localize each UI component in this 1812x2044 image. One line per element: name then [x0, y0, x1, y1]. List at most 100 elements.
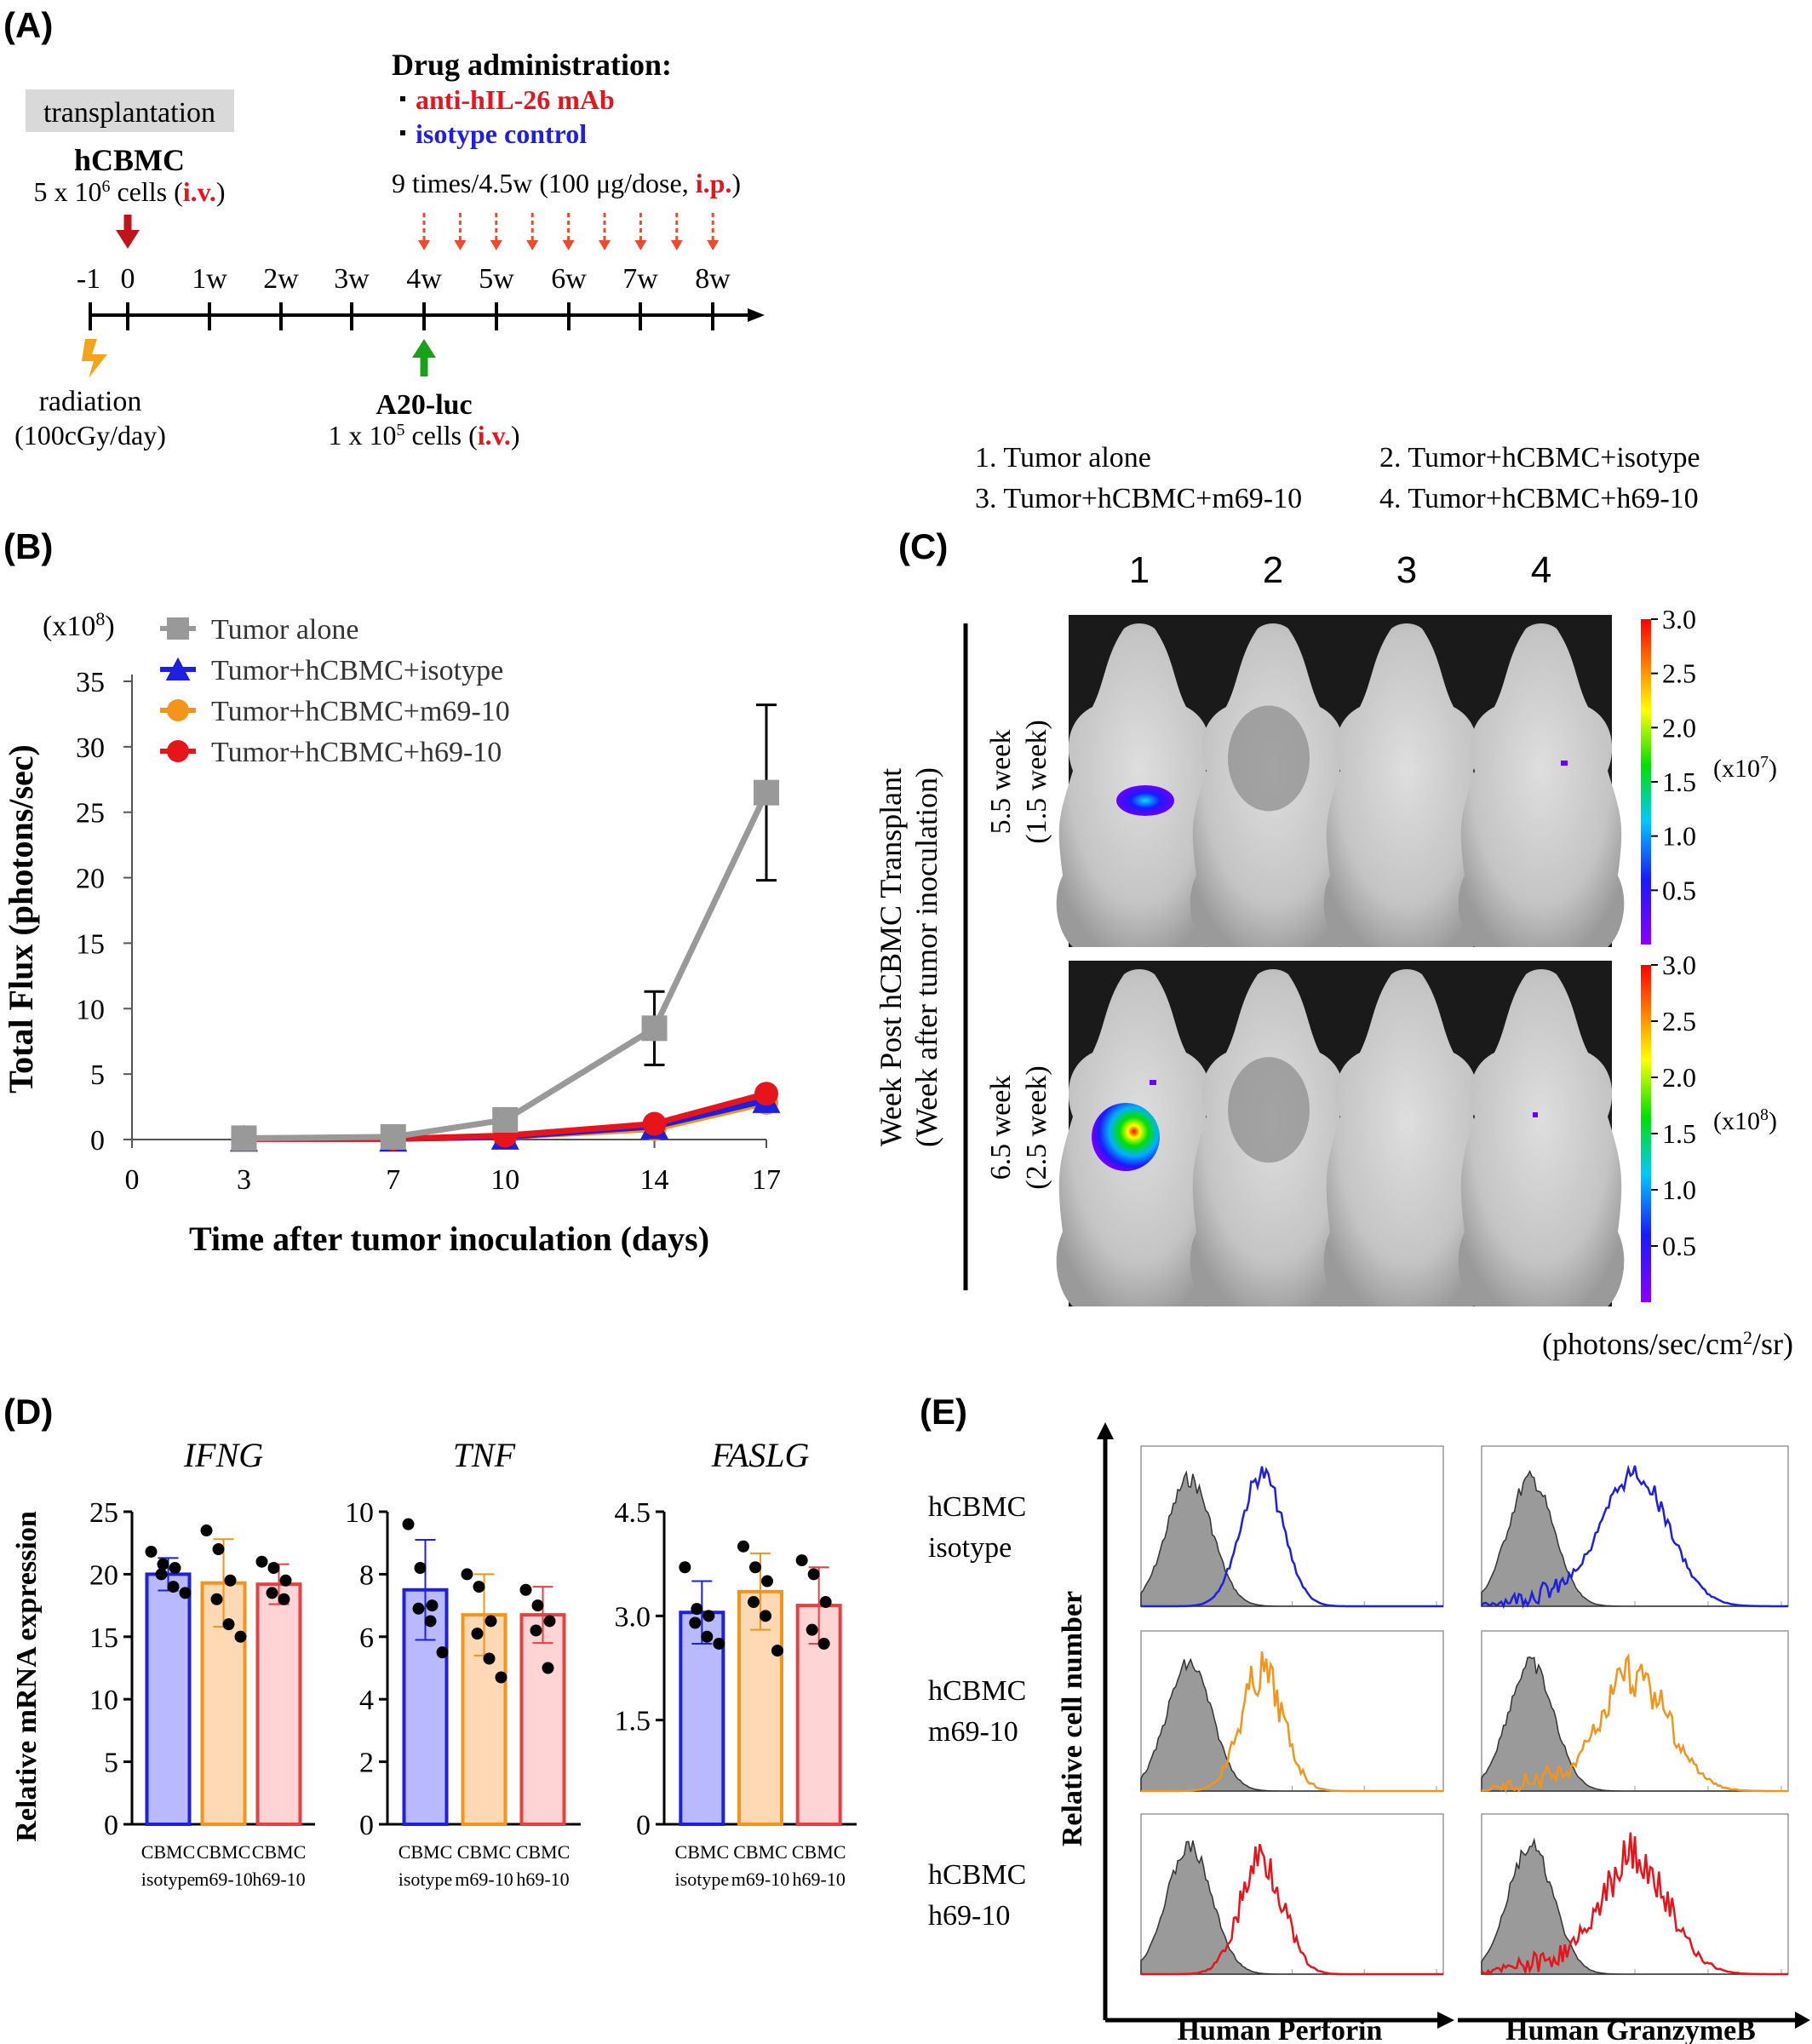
scale-tick-label: 2.5 — [1662, 658, 1696, 689]
d-y-tick-label: 10 — [345, 1497, 374, 1529]
d-chart-title: IFNG — [183, 1436, 263, 1474]
histogram-sample — [1481, 1832, 1789, 1976]
scale-tick-label: 3.0 — [1662, 604, 1696, 634]
timeline-label: -1 — [77, 263, 100, 295]
a20-arrow — [412, 339, 436, 376]
d-category-label: h69-10 — [793, 1869, 846, 1890]
d-category-label: CBMC — [457, 1841, 512, 1863]
scale-tick-label: 2.0 — [1662, 1062, 1696, 1093]
d-category-label: CBMC — [516, 1841, 571, 1863]
d-data-point — [748, 1596, 760, 1609]
d-y-tick-label: 10 — [89, 1685, 118, 1716]
line-chart-b: 0 5 10 15 20 25 30 35 0 3 7 10 14 17 Time after tumor … — [2, 614, 781, 1258]
hcbmc-arrow — [116, 215, 140, 249]
d-bar — [145, 1572, 192, 1827]
histogram-sample — [1141, 1843, 1443, 1976]
c-ylabel-2: (Week after tumor inoculation) — [909, 767, 943, 1147]
c-row2-label-2: (2.5 week) — [1021, 1065, 1052, 1189]
d-data-point — [761, 1575, 773, 1588]
d-data-point — [530, 1624, 542, 1637]
e-row3-label-1: hCBMC — [928, 1859, 1026, 1891]
d-data-point — [412, 1602, 425, 1615]
b-x-tick-label: 7 — [386, 1164, 400, 1196]
d-category-label: CBMC — [792, 1841, 846, 1863]
d-data-point — [689, 1616, 702, 1629]
e-ylabel: Relative cell number — [1057, 1591, 1088, 1846]
d-data-point — [543, 1615, 556, 1628]
e-row3-label-2: h69-10 — [928, 1900, 1010, 1932]
timeline-label: 7w — [622, 263, 658, 295]
e-xlabel-perforin: Human Perforin — [1178, 2015, 1383, 2044]
b-data-point — [754, 779, 779, 806]
b-legend-label: Tumor+hCBMC+h69-10 — [211, 737, 502, 768]
b-x-tick-label: 0 — [125, 1164, 140, 1196]
d-category-label: CBMC — [252, 1841, 307, 1863]
d-data-point — [483, 1652, 496, 1665]
d-y-tick-label: 6 — [359, 1622, 374, 1654]
radiation-icon — [82, 339, 107, 378]
drug-bullet-1 — [400, 96, 405, 101]
injection-arrowhead — [418, 240, 430, 250]
b-data-point — [492, 1106, 519, 1133]
d-data-point — [266, 1587, 278, 1599]
b-x-tick-label: 10 — [490, 1164, 519, 1196]
d-category-label: isotype — [399, 1869, 453, 1890]
d-data-point — [169, 1562, 181, 1575]
d-data-point — [267, 1562, 280, 1575]
d-data-point — [485, 1615, 497, 1628]
d-data-point — [155, 1568, 168, 1581]
d-data-point — [234, 1630, 247, 1643]
d-data-point — [461, 1568, 473, 1581]
b-data-point — [642, 1111, 667, 1136]
signal-row2-mouse4 — [1533, 1112, 1538, 1117]
injection-arrowhead — [454, 240, 467, 250]
a20-label: A20-luc — [376, 389, 472, 421]
mouse-silhouette — [1323, 969, 1490, 1306]
injection-arrowhead — [490, 240, 502, 250]
legend-c: 1. Tumor alone 2. Tumor+hCBMC+isotype 3.… — [975, 442, 1700, 514]
scale-unit-row2: (x108) — [1713, 1105, 1777, 1135]
histogram-control — [1481, 1837, 1788, 1975]
mouse-shadow — [1228, 705, 1310, 812]
d-ylabel: Relative mRNA expression — [11, 1511, 43, 1842]
d-bar — [795, 1604, 842, 1826]
injection-arrowhead — [562, 240, 575, 250]
d-data-point — [760, 1610, 771, 1622]
d-data-point — [807, 1568, 820, 1581]
b-x-tick-label: 14 — [640, 1164, 669, 1196]
d-category-label: isotype — [675, 1869, 730, 1890]
injection-arrowhead — [526, 240, 539, 250]
signal-row1-mouse4 — [1561, 761, 1568, 766]
drug-bullet-2 — [400, 130, 405, 135]
drug-item-2: isotype control — [416, 118, 587, 149]
panel-a-letter: (A) — [3, 5, 53, 45]
d-category-label: m69-10 — [194, 1869, 252, 1890]
c-column-4: 4 — [1531, 549, 1551, 591]
mouse-shadow — [1228, 1057, 1310, 1163]
b-series-line — [244, 791, 770, 1141]
signal-row1-mouse1 — [1116, 785, 1174, 816]
e-row2-label-2: m69-10 — [928, 1716, 1018, 1748]
d-y-tick-label: 0 — [104, 1810, 118, 1841]
schedule-text: 9 times/4.5w (100 μg/dose, i.p.) — [392, 168, 741, 198]
d-chart-title: TNF — [453, 1436, 516, 1474]
timeline-label: 1w — [192, 263, 227, 295]
injection-arrowhead — [599, 240, 611, 250]
d-data-point — [817, 1637, 830, 1650]
d-data-point — [542, 1662, 554, 1674]
scale-tick-label: 0.5 — [1662, 1231, 1696, 1261]
b-y-tick-label: 15 — [76, 928, 105, 960]
d-data-point — [473, 1581, 485, 1593]
d-category-label: m69-10 — [731, 1869, 789, 1890]
panel-d-letter: (D) — [3, 1392, 53, 1432]
d-bar — [255, 1582, 302, 1827]
d-data-point — [424, 1615, 437, 1628]
b-y-tick-label: 5 — [90, 1059, 105, 1091]
d-y-tick-label: 0 — [636, 1810, 651, 1841]
d-data-point — [279, 1574, 292, 1587]
d-data-point — [795, 1554, 808, 1567]
c-row1-label-2: (1.5 week) — [1021, 720, 1052, 843]
d-category-label: m69-10 — [455, 1869, 513, 1890]
d-data-point — [426, 1599, 439, 1612]
